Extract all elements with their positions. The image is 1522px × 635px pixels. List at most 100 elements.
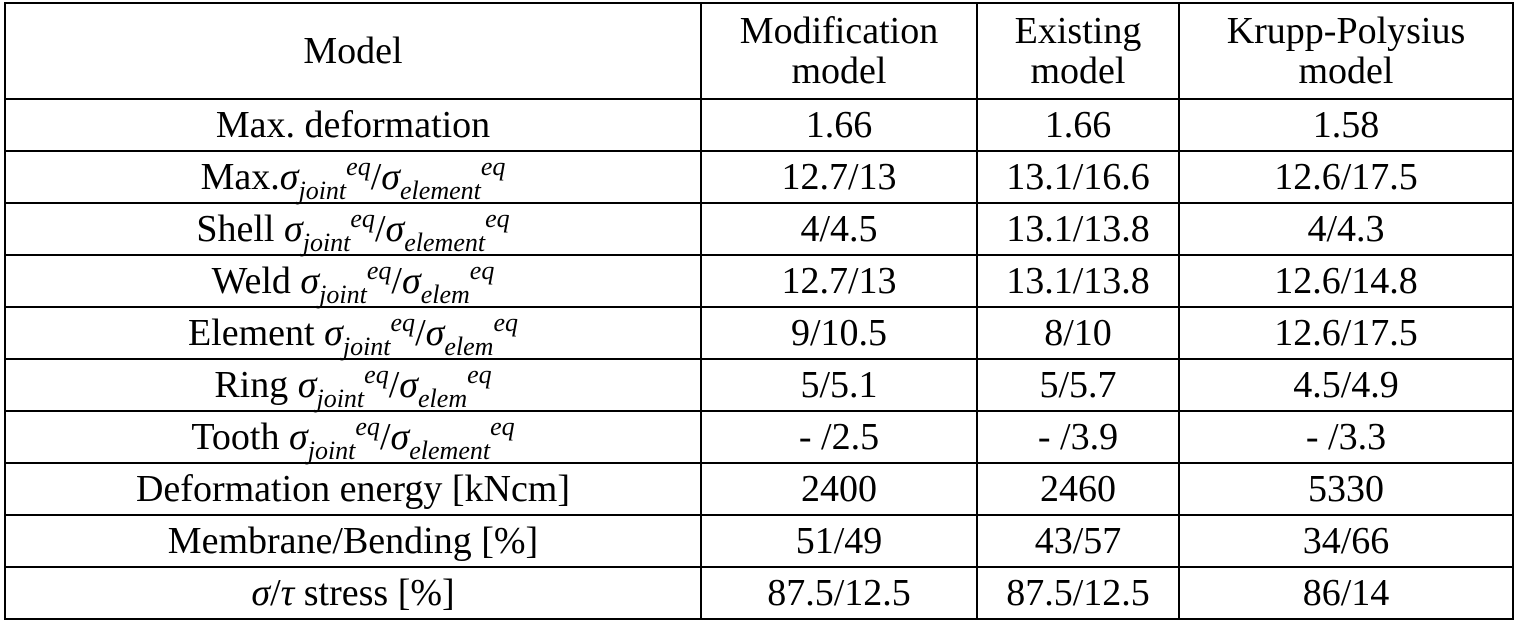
table-row: Max. deformation 1.66 1.66 1.58 [4, 98, 1514, 152]
value-cell: 87.5/12.5 [700, 566, 978, 620]
value-cell: 4/4.3 [1178, 202, 1514, 256]
row-label: Deformation energy [kNcm] [4, 462, 702, 516]
label-part: / [370, 156, 382, 198]
row-label: Tooth σjointeq/σelementeq [4, 410, 702, 465]
row-label: Membrane/Bending [%] [4, 514, 702, 568]
row-label: Weld σjointeq/σelemeq [4, 254, 702, 309]
value-cell: 13.1/16.6 [976, 150, 1180, 204]
label-part: σ [300, 260, 320, 302]
label-part: σ [283, 208, 303, 250]
label-part: σ [297, 364, 317, 406]
header-cell: Model [4, 2, 702, 100]
header-row: Model Modification model Existing model Kru… [4, 2, 1514, 100]
label-part: Shell [196, 208, 284, 250]
label-part: / [391, 260, 402, 302]
label-part: σ [425, 312, 445, 354]
results-table: Model Modification model Existing model Kru… [4, 2, 1514, 620]
header-cell: Modification model [700, 2, 978, 100]
value-cell: 87.5/12.5 [976, 566, 1180, 620]
value-cell: 1.66 [700, 98, 978, 152]
label-part: τ [280, 572, 295, 614]
row-label: Shell σjointeq/σelementeq [4, 202, 702, 257]
label-part: σ [251, 572, 271, 614]
value-cell: 5/5.1 [700, 358, 978, 412]
value-cell: 12.7/13 [700, 150, 978, 204]
label-part: element [409, 436, 491, 465]
label-part: Ring [214, 364, 298, 406]
label-part: σ [390, 416, 410, 458]
label-part: element [400, 176, 481, 205]
label-part: joint [302, 228, 351, 257]
label-part: eq [346, 152, 371, 181]
row-label: Max.σjointeq/σelementeq [4, 150, 702, 205]
label-part: eq [390, 308, 416, 337]
label-part: σ [381, 156, 401, 198]
label-part: joint [319, 280, 367, 309]
label-part: element [404, 228, 486, 257]
label-part: σ [399, 364, 419, 406]
label-part: joint [342, 332, 391, 361]
label-part: elem [420, 280, 470, 309]
label-part: Tooth [191, 416, 289, 458]
value-cell: 12.6/17.5 [1178, 150, 1514, 204]
value-cell: 4/4.5 [700, 202, 978, 256]
table-row: Ring σjointeq/σelemeq 5/5.1 5/5.7 4.5/4.9 [4, 358, 1514, 413]
label-part: eq [493, 308, 519, 337]
value-cell: 1.58 [1178, 98, 1514, 152]
header-cell: Existing model [976, 2, 1180, 100]
table-row: Weld σjointeq/σelemeq 12.7/13 13.1/13.8 12.… [4, 254, 1514, 309]
label-part: / [374, 208, 386, 250]
value-cell: 51/49 [700, 514, 978, 568]
label-part: eq [490, 412, 515, 441]
value-cell: 86/14 [1178, 566, 1514, 620]
label-part: / [379, 416, 391, 458]
row-label: Ring σjointeq/σelemeq [4, 358, 702, 413]
value-cell: 5/5.7 [976, 358, 1180, 412]
value-cell: 9/10.5 [700, 306, 978, 360]
value-cell: 1.66 [976, 98, 1180, 152]
row-label: Max. deformation [4, 98, 702, 152]
value-cell: 4.5/4.9 [1178, 358, 1514, 412]
table-row: Tooth σjointeq/σelementeq - /2.5- /3.9- /… [4, 410, 1514, 465]
label-part: Deformation energy [kNcm] [135, 468, 571, 510]
label-part: / [388, 364, 400, 406]
value-cell: - /3.3 [1178, 410, 1514, 464]
value-cell: 2400 [700, 462, 978, 516]
label-part: σ [279, 156, 299, 198]
label-part: eq [350, 204, 375, 233]
label-part: joint [298, 176, 347, 205]
table-row: Shell σjointeq/σelementeq 4/4.5 13.1/13.8 4… [4, 202, 1514, 257]
value-cell: 34/66 [1178, 514, 1514, 568]
value-cell: - /2.5 [700, 410, 978, 464]
value-cell: - /3.9 [976, 410, 1180, 464]
label-part: σ [385, 208, 405, 250]
label-part: / [270, 572, 281, 614]
label-part: Weld [211, 260, 301, 302]
label-part: σ [324, 312, 343, 354]
value-cell: 12.7/13 [700, 254, 978, 308]
label-part: σ [401, 260, 421, 302]
row-label: σ/τ stress [%] [4, 566, 702, 620]
label-part: eq [480, 152, 506, 181]
label-part: elem [444, 332, 494, 361]
table-row: Deformation energy [kNcm] 2400 2460 5330 [4, 462, 1514, 516]
label-part: joint [307, 436, 356, 465]
value-cell: 8/10 [976, 306, 1180, 360]
label-part: eq [467, 360, 492, 389]
label-part: eq [364, 360, 389, 389]
label-part: σ [288, 416, 308, 458]
table-body: Max. deformation 1.66 1.66 1.58 Max.σjointeq… [4, 98, 1514, 620]
header-cell: Krupp-Polysius model [1178, 2, 1514, 100]
value-cell: 12.6/14.8 [1178, 254, 1514, 308]
label-part: eq [366, 256, 392, 285]
label-part: / [415, 312, 426, 354]
table-row: Max.σjointeq/σelementeq 12.7/13 13.1/16.6 1… [4, 150, 1514, 205]
value-cell: 5330 [1178, 462, 1514, 516]
label-part: joint [316, 384, 365, 413]
value-cell: 2460 [976, 462, 1180, 516]
value-cell: 43/57 [976, 514, 1180, 568]
value-cell: 13.1/13.8 [976, 202, 1180, 256]
table-row: Membrane/Bending [%] 51/49 43/57 34/66 [4, 514, 1514, 568]
label-part: eq [469, 256, 495, 285]
label-part: Max. [200, 156, 280, 198]
